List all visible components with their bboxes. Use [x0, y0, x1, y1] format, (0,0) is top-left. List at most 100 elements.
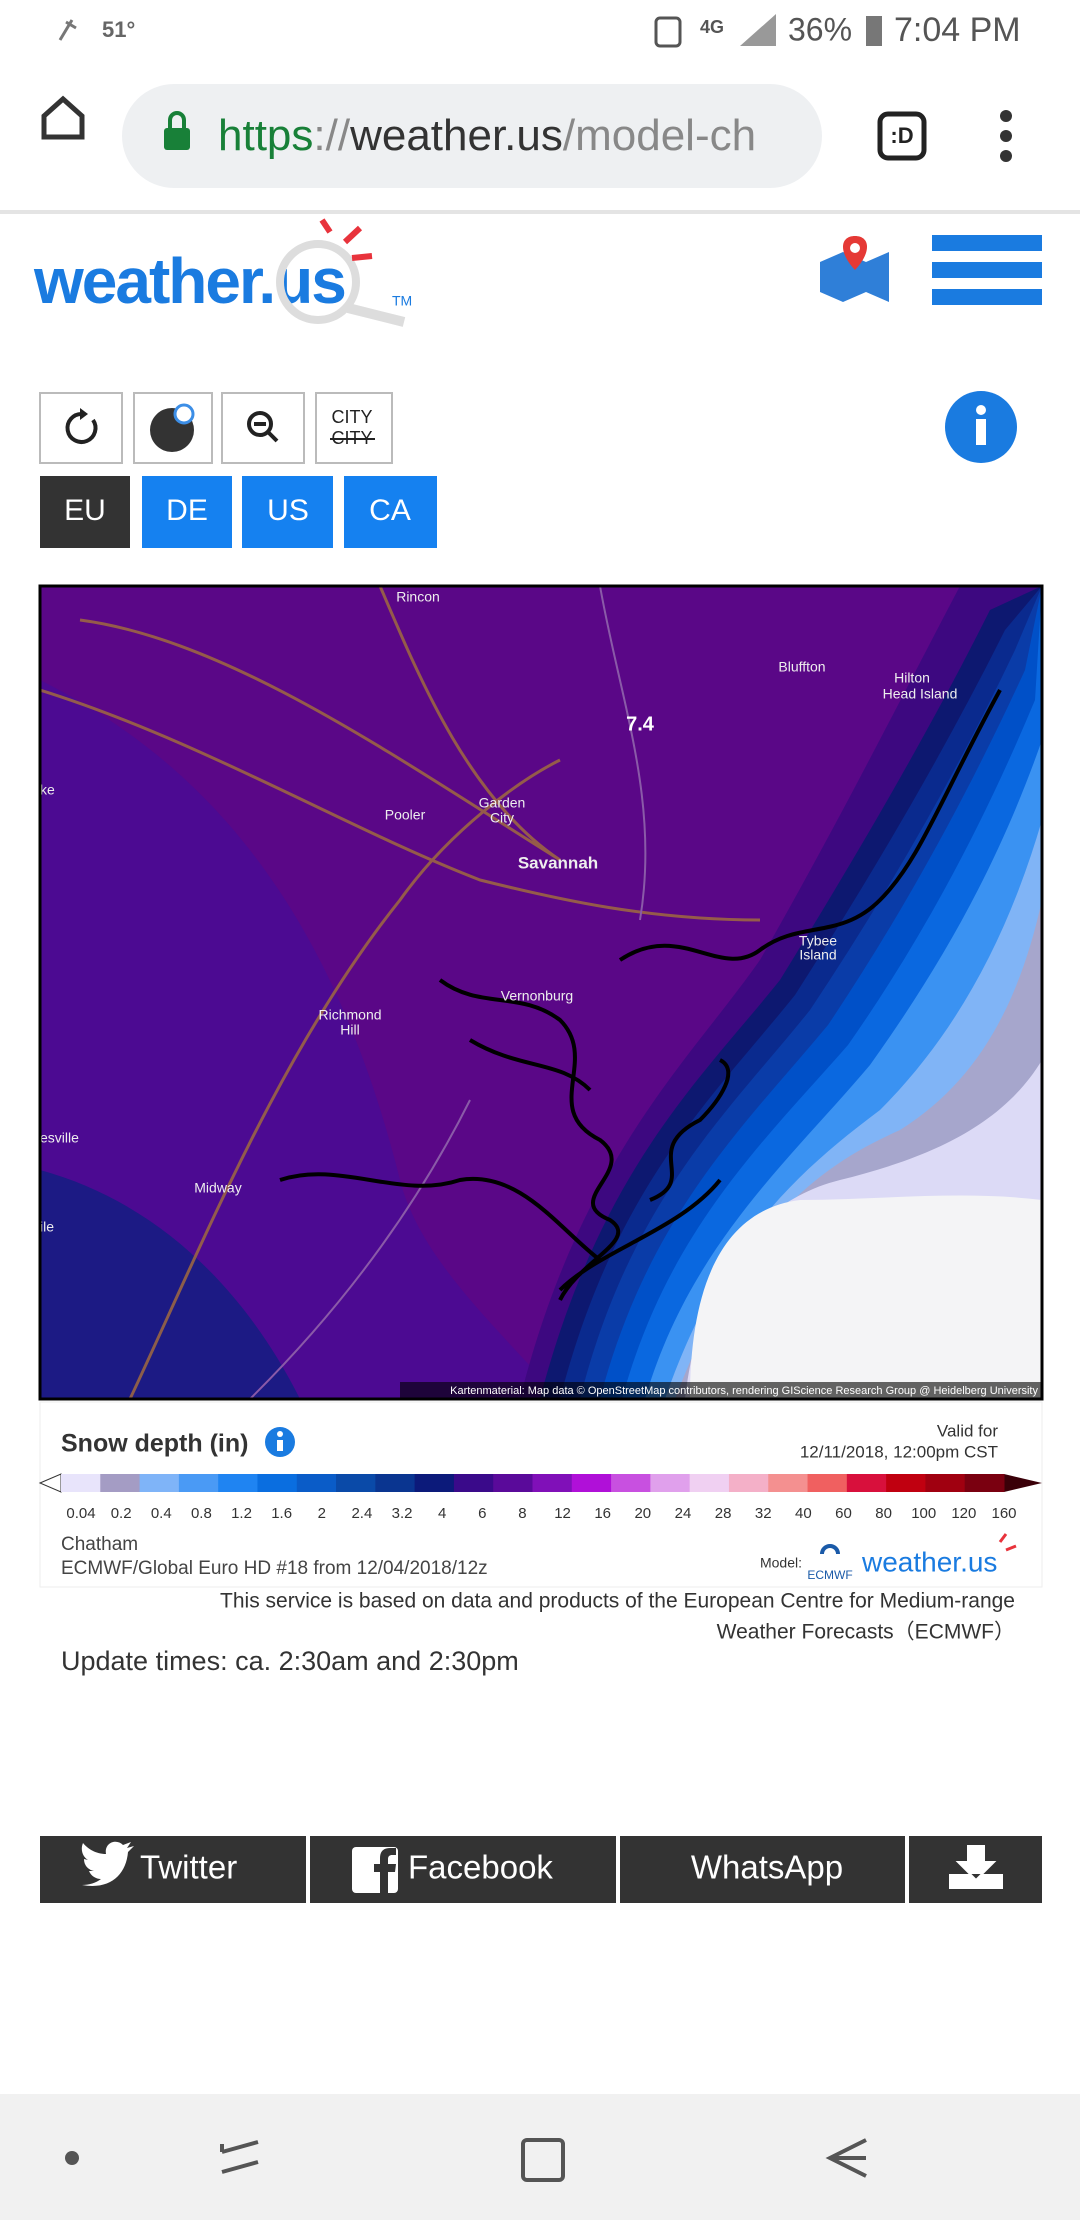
- url: https://weather.us/model-ch: [218, 111, 756, 160]
- value-label: 7.4: [626, 713, 655, 735]
- notice-line: This service is based on data and produc…: [220, 1590, 1015, 1613]
- region-button[interactable]: [344, 476, 437, 548]
- model-run: ECMWF/Global Euro HD #18 from 12/04/2018…: [61, 1558, 488, 1579]
- legend-level: 16: [594, 1505, 611, 1522]
- url-path: /model-ch: [563, 111, 756, 160]
- legend-swatch: [100, 1474, 141, 1492]
- nav-dot[interactable]: [65, 2151, 79, 2165]
- legend-swatch: [414, 1474, 455, 1492]
- back-button[interactable]: [825, 2138, 867, 2178]
- nfc-icon: [654, 16, 682, 48]
- network: 4G: [700, 17, 724, 37]
- legend-level: 12: [554, 1505, 571, 1522]
- legend-level: 0.4: [151, 1505, 172, 1522]
- map: Rincon Bluffton Hilton Head Island Poole…: [40, 586, 1042, 1399]
- location: Chatham: [61, 1534, 138, 1555]
- url-field[interactable]: [122, 84, 822, 188]
- region-button[interactable]: [40, 476, 130, 548]
- legend-swatch: [336, 1474, 376, 1492]
- map-button[interactable]: [820, 252, 889, 302]
- region-button[interactable]: [242, 476, 333, 548]
- map-label: esville: [40, 1130, 79, 1146]
- menu-button[interactable]: [932, 235, 1042, 251]
- legend-swatch: [728, 1474, 769, 1492]
- legend-level: 160: [991, 1505, 1016, 1522]
- valid-label: Valid for: [937, 1421, 998, 1440]
- map-label: Head Island: [883, 686, 958, 702]
- legend-swatch: [178, 1474, 219, 1492]
- legend-level: 120: [951, 1505, 976, 1522]
- toolbar: CITY CITY EU DE US CA: [39, 391, 1017, 548]
- legend: Snow depth (in) Valid for 12/11/2018, 12…: [38, 1401, 1043, 1588]
- home-button[interactable]: [41, 95, 85, 140]
- zoom-out-button[interactable]: [221, 392, 305, 464]
- clock: 7:04 PM: [894, 11, 1021, 49]
- share-bar: Twitter Facebook WhatsApp: [40, 1836, 1042, 1903]
- legend-swatch: [768, 1474, 809, 1492]
- map-label: Island: [799, 947, 836, 963]
- whatsapp-button[interactable]: [620, 1836, 905, 1903]
- legend-level: 28: [715, 1505, 732, 1522]
- model-label: Model:: [760, 1555, 802, 1571]
- legend-swatch: [571, 1474, 612, 1492]
- legend-level: 6: [478, 1505, 486, 1522]
- reload-button[interactable]: [39, 392, 123, 464]
- legend-level: 3.2: [392, 1505, 413, 1522]
- menu-dot[interactable]: [1000, 110, 1012, 122]
- tab-button[interactable]: [877, 111, 927, 161]
- legend-title: Snow depth (in): [61, 1430, 248, 1458]
- update-times: Update times: ca. 2:30am and 2:30pm: [61, 1646, 519, 1676]
- legend-level: 40: [795, 1505, 812, 1522]
- battery: 36%: [788, 11, 852, 47]
- nav-bar: [0, 2094, 1080, 2220]
- home-nav-button[interactable]: [521, 2138, 565, 2182]
- map-label: Bluffton: [778, 659, 825, 675]
- legend-swatch: [257, 1474, 298, 1492]
- map-label: Savannah: [518, 853, 598, 872]
- legend-swatch: [846, 1474, 887, 1492]
- city-off: CITY: [331, 428, 372, 448]
- legend-swatch: [453, 1474, 494, 1492]
- site-logo: weather.us: [861, 1546, 997, 1577]
- city-on: CITY: [331, 407, 372, 427]
- share-label: WhatsApp: [691, 1849, 843, 1886]
- region-label: US: [267, 494, 309, 527]
- logo-mark: TM: [392, 293, 412, 309]
- attribution: Kartenmaterial: Map data © OpenStreetMap…: [450, 1385, 1038, 1397]
- url-scheme: https: [218, 111, 313, 160]
- map-label: ke: [40, 782, 55, 798]
- logo-text: weather.: [33, 245, 274, 317]
- region-label: CA: [369, 494, 411, 527]
- status-bar: 51° 4G 36% 7:04 PM: [58, 11, 1021, 49]
- legend-swatch: [296, 1474, 337, 1492]
- status-icon: [58, 19, 77, 41]
- tab-icon: :D: [890, 123, 913, 148]
- recent-button[interactable]: [220, 2140, 259, 2174]
- city-button[interactable]: [315, 392, 393, 464]
- legend-swatch: [611, 1474, 651, 1492]
- map-label: Tybee: [799, 933, 837, 949]
- legend-swatch: [375, 1474, 416, 1492]
- map-label: City: [490, 810, 514, 826]
- logo[interactable]: weather.us: [33, 245, 347, 317]
- map-label: Hilton: [894, 670, 930, 686]
- legend-swatch: [532, 1474, 573, 1492]
- legend-swatch: [807, 1474, 848, 1492]
- legend-swatch: [689, 1474, 730, 1492]
- map-label: Garden: [479, 795, 526, 811]
- legend-swatch: [493, 1474, 533, 1492]
- temperature: 51°: [102, 17, 135, 42]
- legend-level: 0.04: [66, 1505, 95, 1522]
- browser-bar: https://weather.us/model-ch :D: [0, 84, 1080, 214]
- legend-swatch: [139, 1474, 180, 1492]
- map-label: Rincon: [396, 589, 440, 605]
- region-button[interactable]: [142, 476, 232, 548]
- legend-level: 60: [835, 1505, 852, 1522]
- share-label: Facebook: [408, 1849, 553, 1886]
- url-separator: ://: [313, 111, 350, 160]
- legend-swatch: [218, 1474, 258, 1492]
- share-label: Twitter: [140, 1849, 237, 1886]
- map-label: Hill: [340, 1022, 359, 1038]
- legend-level: 4: [438, 1505, 446, 1522]
